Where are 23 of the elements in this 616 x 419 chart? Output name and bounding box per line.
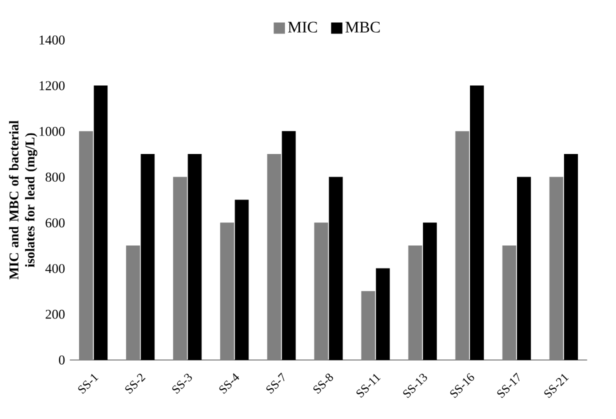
bar [126, 246, 140, 360]
y-tick-label: 1200 [40, 81, 65, 90]
bar [220, 222, 234, 360]
y-tick-label: 800 [46, 172, 65, 182]
y-axis-title: MIC and MBC of bacterial isolates for lead (mg/L) [8, 120, 38, 280]
bar [314, 222, 328, 360]
y-tick-label: 0 [58, 356, 65, 365]
legend-label: MIC [288, 22, 317, 33]
y-tick-label: 1000 [40, 127, 65, 136]
x-tick-label: SS-1 [78, 374, 98, 394]
legend-label: MBC [345, 22, 380, 33]
bar [455, 131, 470, 360]
bar [79, 131, 93, 360]
bar [502, 246, 516, 360]
bar [408, 246, 422, 360]
y-tick-label: 400 [45, 264, 65, 274]
y-tick-label: 1400 [40, 36, 65, 45]
bar [173, 177, 187, 360]
bar [361, 291, 376, 360]
y-tick-label: 200 [46, 310, 65, 319]
bar [267, 154, 282, 360]
bar [549, 177, 564, 360]
y-tick-label: 600 [46, 218, 65, 228]
